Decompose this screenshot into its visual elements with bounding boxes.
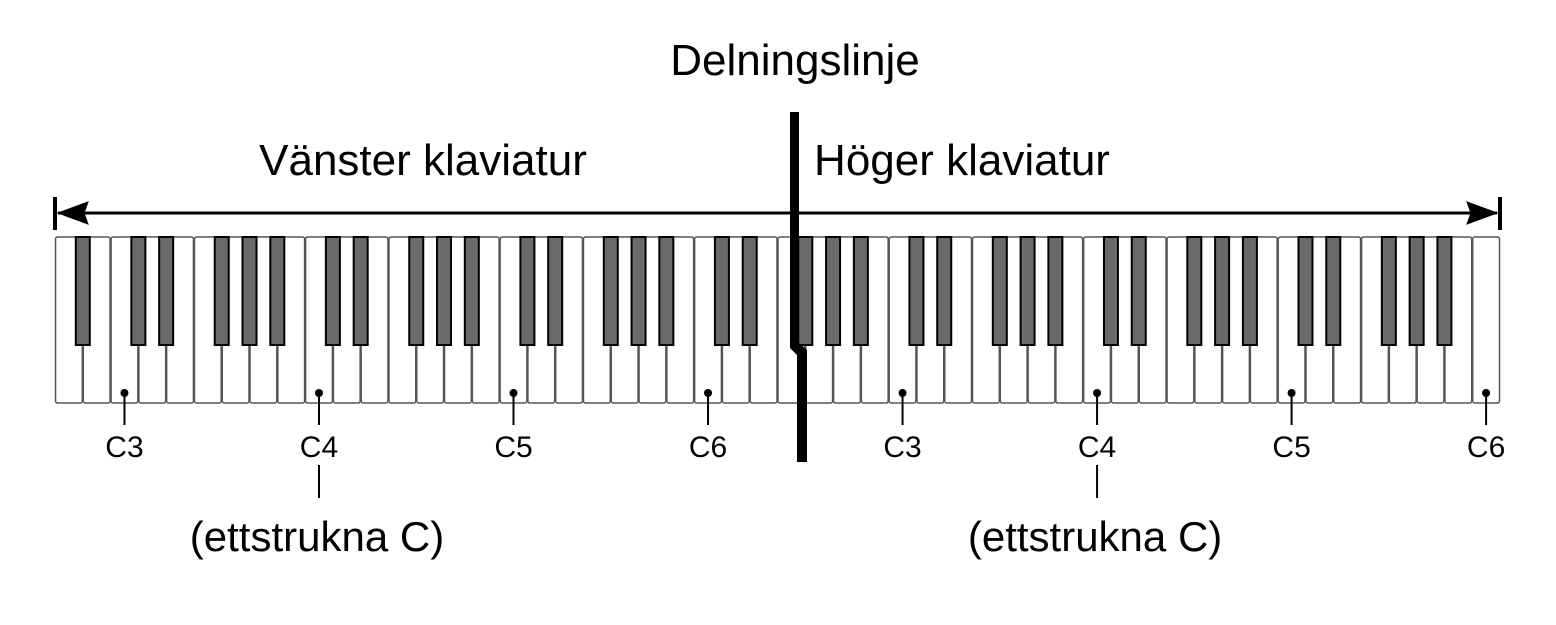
- black-key: [241, 236, 258, 346]
- right-label: Höger klaviatur: [814, 136, 1110, 185]
- black-key: [713, 236, 730, 346]
- black-key: [908, 236, 925, 346]
- keyboard: [54, 236, 1501, 404]
- black-key: [1297, 236, 1314, 346]
- title: Delningslinje: [670, 36, 919, 85]
- black-key: [1130, 236, 1147, 346]
- black-key: [602, 236, 619, 346]
- black-key: [1241, 236, 1258, 346]
- black-key: [1019, 236, 1036, 346]
- annotation: (ettstrukna C): [190, 513, 444, 560]
- black-key: [1102, 236, 1119, 346]
- black-key: [408, 236, 425, 346]
- note-label: C3: [883, 431, 921, 464]
- black-key: [463, 236, 480, 346]
- note-label: C6: [689, 431, 727, 464]
- black-key: [74, 236, 91, 346]
- black-key: [825, 236, 842, 346]
- black-key: [1186, 236, 1203, 346]
- black-key: [658, 236, 675, 346]
- black-key: [741, 236, 758, 346]
- black-key: [936, 236, 953, 346]
- black-key: [852, 236, 869, 346]
- note-label: C4: [300, 431, 338, 464]
- black-key: [991, 236, 1008, 346]
- black-key: [630, 236, 647, 346]
- black-key: [1325, 236, 1342, 346]
- note-label: C4: [1078, 431, 1116, 464]
- note-label: C5: [1272, 431, 1310, 464]
- black-key: [1380, 236, 1397, 346]
- black-key: [1047, 236, 1064, 346]
- annotation: (ettstrukna C): [968, 513, 1222, 560]
- black-key: [130, 236, 147, 346]
- note-label: C3: [105, 431, 143, 464]
- left-label: Vänster klaviatur: [259, 136, 587, 185]
- range-arrow: [53, 197, 1502, 230]
- black-key: [158, 236, 175, 346]
- black-key: [1214, 236, 1231, 346]
- black-key: [1436, 236, 1453, 346]
- black-key: [797, 236, 814, 346]
- black-key: [269, 236, 286, 346]
- white-key: [1471, 236, 1501, 404]
- black-key: [519, 236, 536, 346]
- note-markers: C3 C4 (ettstrukna C) C5 C6 C3 C4 (ettstrukna C)…: [105, 389, 1505, 560]
- black-key: [1408, 236, 1425, 346]
- black-key: [352, 236, 369, 346]
- black-key: [324, 236, 341, 346]
- split-line: [790, 112, 807, 462]
- note-label: C5: [494, 431, 532, 464]
- black-key: [547, 236, 564, 346]
- black-key: [436, 236, 453, 346]
- note-label: C6: [1467, 431, 1505, 464]
- black-key: [213, 236, 230, 346]
